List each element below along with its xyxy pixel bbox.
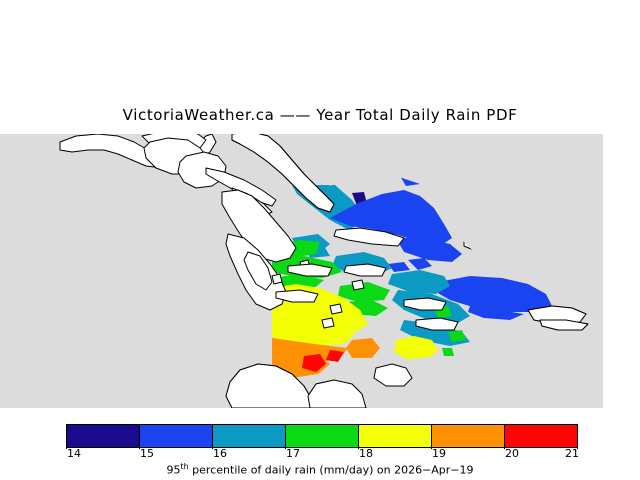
land-channel-a [333, 227, 405, 247]
land-central-mass [221, 189, 297, 263]
colorbar-tickmark-0 [66, 445, 67, 449]
caption-rest: percentile of daily rain (mm/day) on 202… [188, 463, 474, 477]
colorbar-tickmark-3 [285, 445, 286, 449]
colorbar[interactable] [66, 424, 578, 448]
colorbar-area: 14 15 16 17 18 19 20 21 95th percentile … [0, 424, 640, 480]
region-southeast-teal [388, 270, 450, 294]
colorbar-tick-label-17: 17 [286, 447, 300, 460]
colorbar-tick-label-15: 15 [140, 447, 154, 460]
region-green-speck-island [442, 348, 454, 356]
caption-superscript: th [180, 462, 189, 471]
land-vancouver-island [0, 134, 236, 408]
land-channel-c [287, 263, 333, 277]
colorbar-tickmark-7 [577, 445, 578, 449]
land-speck-c [329, 303, 343, 315]
region-blue-fleck-b [388, 262, 410, 272]
colorbar-segment-19-20[interactable] [432, 425, 505, 447]
region-blue-fleck-a [408, 258, 432, 270]
region-small-yellow-island [394, 336, 438, 360]
region-red-sliver [326, 350, 344, 362]
region-east-blue-tail [468, 306, 524, 320]
sea-mask-bottom-right [420, 348, 603, 408]
land-speck-a [271, 273, 283, 285]
colorbar-tick-label-18: 18 [359, 447, 373, 460]
colorbar-segment-18-19[interactable] [359, 425, 432, 447]
colorbar-tick-label-20: 20 [505, 447, 519, 460]
land-channel-b [343, 263, 387, 277]
colorbar-tickmark-2 [212, 445, 213, 449]
colorbar-tickmark-6 [504, 445, 505, 449]
region-east-blue-arm [396, 238, 462, 262]
region-central-yellow-2 [272, 322, 356, 346]
land-south-island-a-redraw [373, 363, 413, 387]
land-ne-peninsula-redraw [231, 134, 335, 213]
colorbar-tick-label-14: 14 [67, 447, 81, 460]
sea-mask-top [322, 134, 470, 204]
land-east-notch-2-redraw [539, 319, 589, 331]
colorbar-tick-label-21: 21 [565, 447, 579, 460]
sea-mask-right [452, 134, 603, 274]
map-area[interactable] [0, 134, 603, 408]
region-northeast-blue [330, 190, 452, 246]
region-east-blue-large [436, 276, 552, 312]
colorbar-segment-17-18[interactable] [286, 425, 359, 447]
land-channel-e [403, 297, 447, 311]
land-channel-d [275, 289, 319, 303]
region-red-hotspot [302, 354, 326, 372]
colorbar-segment-16-17[interactable] [213, 425, 286, 447]
colorbar-tickmark-4 [358, 445, 359, 449]
land-sliver-a [205, 167, 277, 207]
colorbar-caption: 95th percentile of daily rain (mm/day) o… [0, 462, 640, 477]
colorbar-tick-label-16: 16 [213, 447, 227, 460]
land-inner-inlet [243, 251, 273, 291]
land-speck-d [351, 279, 365, 291]
colorbar-segment-15-16[interactable] [140, 425, 213, 447]
colorbar-tickmark-5 [431, 445, 432, 449]
colorbar-segment-14-15[interactable] [67, 425, 140, 447]
land-channel-f [415, 317, 459, 331]
page-title: VictoriaWeather.ca —— Year Total Daily R… [122, 106, 518, 124]
land-south-coast-2-redraw [307, 379, 367, 408]
colorbar-segment-20-21[interactable] [505, 425, 577, 447]
region-small-orange-island [346, 338, 380, 358]
colorbar-ticks: 14 15 16 17 18 19 20 21 [66, 445, 579, 462]
coastline-layer-2 [225, 134, 589, 408]
region-green-southeast [338, 282, 390, 302]
colorbar-tick-label-19: 19 [432, 447, 446, 460]
region-green-fleck-2 [448, 330, 466, 342]
land-speck-e [321, 317, 335, 329]
caption-prefix: 95 [166, 463, 181, 477]
colorbar-tickmark-1 [139, 445, 140, 449]
